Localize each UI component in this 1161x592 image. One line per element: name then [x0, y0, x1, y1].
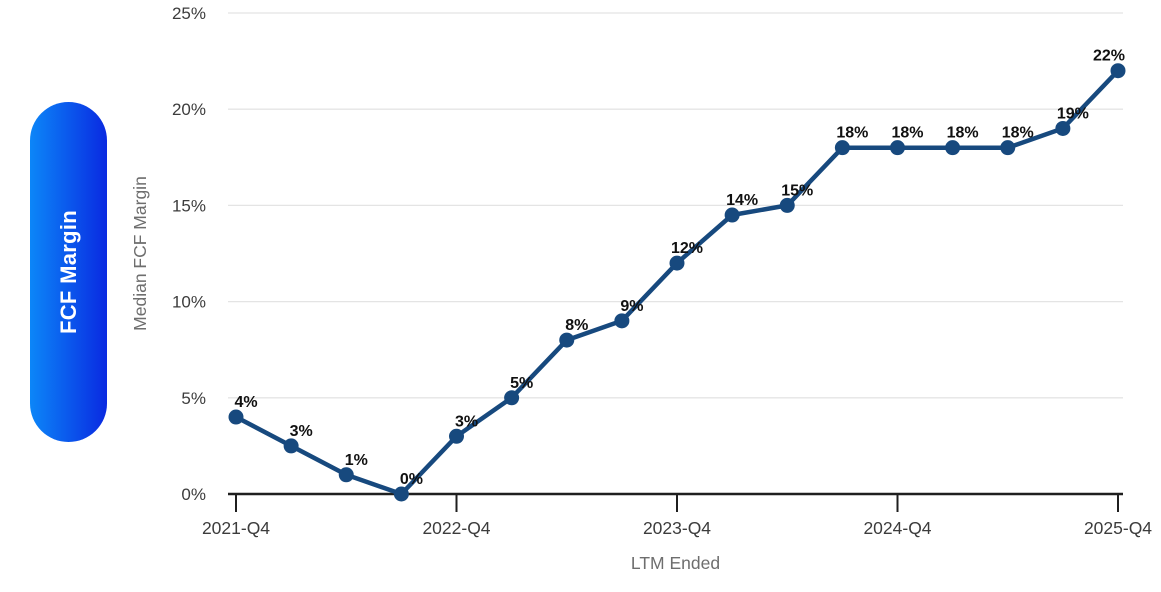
- data-point-label: 18%: [1002, 125, 1034, 142]
- y-tick-label: 20%: [172, 100, 206, 119]
- x-tick-label: 2025-Q4: [1084, 518, 1152, 538]
- y-tick-label: 25%: [172, 4, 206, 23]
- data-point-marker[interactable]: [945, 140, 961, 156]
- data-point-marker[interactable]: [669, 255, 685, 271]
- y-axis-title: Median FCF Margin: [130, 176, 150, 331]
- y-tick-label: 15%: [172, 196, 206, 215]
- tab-fcf-margin[interactable]: FCF Margin: [30, 102, 107, 442]
- x-axis-title: LTM Ended: [631, 553, 720, 573]
- data-point-marker[interactable]: [614, 313, 630, 329]
- data-point-label: 3%: [455, 413, 478, 430]
- data-point-marker[interactable]: [504, 390, 520, 406]
- data-point-marker[interactable]: [890, 140, 905, 156]
- data-point-label: 18%: [891, 125, 923, 142]
- data-point-label: 12%: [671, 240, 703, 257]
- data-point-label: 5%: [510, 375, 533, 392]
- y-tick-label: 0%: [181, 485, 206, 504]
- data-point-marker[interactable]: [1055, 120, 1071, 136]
- data-point-marker[interactable]: [393, 486, 409, 502]
- data-point-label: 4%: [234, 394, 257, 411]
- data-point-label: 22%: [1093, 48, 1125, 65]
- data-point-marker[interactable]: [1000, 140, 1016, 156]
- data-point-marker[interactable]: [834, 140, 850, 156]
- data-point-label: 15%: [781, 182, 813, 199]
- data-point-marker[interactable]: [724, 207, 740, 223]
- x-tick-label: 2023-Q4: [643, 518, 711, 538]
- x-tick-label: 2022-Q4: [422, 518, 490, 538]
- data-point-label: 0%: [400, 471, 423, 488]
- data-point-label: 9%: [620, 298, 643, 315]
- data-point-marker[interactable]: [338, 467, 354, 483]
- data-point-label: 3%: [290, 423, 313, 440]
- data-point-marker[interactable]: [559, 332, 575, 348]
- data-point-marker[interactable]: [449, 428, 464, 444]
- data-point-label: 18%: [947, 125, 979, 142]
- data-point-marker[interactable]: [779, 197, 795, 213]
- x-tick-label: 2021-Q4: [202, 518, 270, 538]
- data-point-label: 14%: [726, 192, 758, 209]
- data-point-marker[interactable]: [283, 438, 299, 454]
- data-point-marker[interactable]: [228, 409, 244, 425]
- series-line: [233, 68, 1121, 497]
- x-tick-label: 2024-Q4: [863, 518, 931, 538]
- data-point-label: 1%: [345, 452, 368, 469]
- y-tick-label: 10%: [172, 293, 206, 312]
- data-point-label: 8%: [565, 317, 588, 334]
- data-point-marker[interactable]: [1110, 63, 1126, 79]
- y-tick-label: 5%: [181, 389, 206, 408]
- data-point-label: 19%: [1057, 105, 1089, 122]
- data-point-label: 18%: [836, 125, 868, 142]
